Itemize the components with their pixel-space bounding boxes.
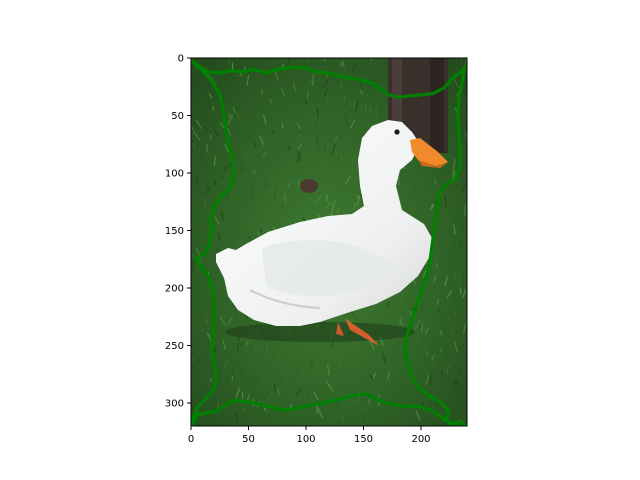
x-tick-label: 0	[188, 434, 194, 445]
y-tick-label: 50	[171, 111, 184, 122]
y-tick-label: 0	[178, 54, 184, 65]
y-tick-label: 100	[165, 169, 184, 180]
duck	[216, 120, 448, 346]
x-tick-label: 150	[354, 434, 373, 445]
x-tick-label: 100	[296, 434, 315, 445]
segmentation-contour	[191, 58, 467, 426]
duck-photo	[191, 58, 467, 426]
y-tick-label: 200	[165, 284, 184, 295]
y-tick-label: 300	[165, 399, 184, 410]
x-tick-label: 50	[242, 434, 255, 445]
y-axis: 0 50 100 150 200 250 300	[165, 54, 191, 410]
x-axis: 0 50 100 150 200	[188, 426, 431, 445]
axes-frame	[190, 57, 468, 427]
x-tick-label: 200	[411, 434, 430, 445]
y-tick-label: 150	[165, 226, 184, 237]
y-tick-label: 250	[165, 341, 184, 352]
